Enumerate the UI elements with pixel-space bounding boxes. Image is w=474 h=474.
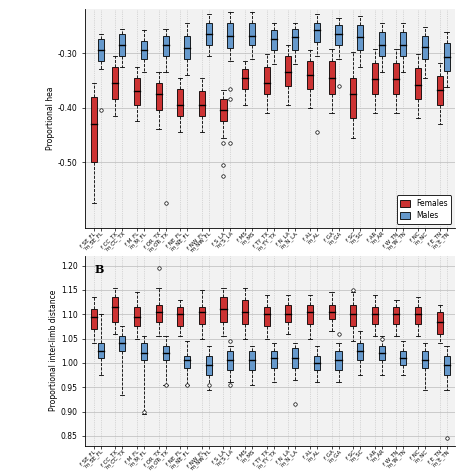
Bar <box>163 346 169 361</box>
Bar <box>350 78 356 118</box>
Bar <box>112 67 118 100</box>
Bar <box>307 61 313 89</box>
Bar <box>437 76 443 105</box>
Bar <box>336 351 342 370</box>
Bar <box>357 344 363 361</box>
Bar <box>199 307 205 324</box>
Bar <box>444 43 450 71</box>
Bar <box>422 351 428 368</box>
Bar <box>379 346 385 361</box>
Bar <box>220 100 227 121</box>
Bar <box>98 39 104 61</box>
Bar <box>285 305 292 321</box>
Bar <box>155 305 162 321</box>
Bar <box>372 63 378 94</box>
Bar <box>206 356 212 375</box>
Y-axis label: Proportional hea: Proportional hea <box>46 87 55 150</box>
Bar <box>177 307 183 327</box>
Bar <box>264 67 270 94</box>
Bar <box>91 310 97 329</box>
Bar <box>292 348 298 368</box>
Bar <box>155 83 162 110</box>
Bar <box>307 305 313 324</box>
Bar <box>228 351 233 370</box>
Text: B: B <box>94 264 104 274</box>
Bar <box>415 68 421 100</box>
Bar <box>328 305 335 319</box>
Bar <box>393 307 400 324</box>
Bar <box>206 23 212 45</box>
Bar <box>228 23 233 47</box>
Bar <box>141 344 147 361</box>
Bar <box>199 91 205 116</box>
Bar <box>314 356 320 370</box>
Bar <box>98 344 104 358</box>
Bar <box>134 78 140 105</box>
Legend: Females, Males: Females, Males <box>397 195 451 224</box>
Bar <box>163 36 169 56</box>
Bar <box>357 25 363 50</box>
Bar <box>119 336 125 351</box>
Bar <box>444 356 450 375</box>
Bar <box>177 89 183 116</box>
Bar <box>328 61 335 94</box>
Bar <box>415 307 421 324</box>
Bar <box>314 23 320 42</box>
Bar <box>91 97 97 162</box>
Bar <box>350 305 356 327</box>
Bar <box>422 36 428 59</box>
Bar <box>372 307 378 324</box>
Bar <box>242 70 248 89</box>
Y-axis label: Proportional inter-limb distance: Proportional inter-limb distance <box>49 290 58 411</box>
Bar <box>112 297 118 321</box>
Bar <box>292 28 298 50</box>
Bar <box>141 41 147 59</box>
Bar <box>264 307 270 327</box>
Bar <box>184 356 190 368</box>
Bar <box>134 307 140 327</box>
Bar <box>336 25 342 45</box>
Bar <box>271 30 277 50</box>
Bar <box>437 312 443 334</box>
Bar <box>249 351 255 370</box>
Bar <box>220 297 227 321</box>
Bar <box>242 300 248 324</box>
Bar <box>379 32 385 56</box>
Bar <box>393 63 400 94</box>
Bar <box>401 351 406 365</box>
Bar <box>285 56 292 86</box>
Bar <box>249 23 255 45</box>
Bar <box>401 32 406 56</box>
Bar <box>119 34 125 56</box>
Bar <box>271 351 277 368</box>
Bar <box>184 36 190 59</box>
